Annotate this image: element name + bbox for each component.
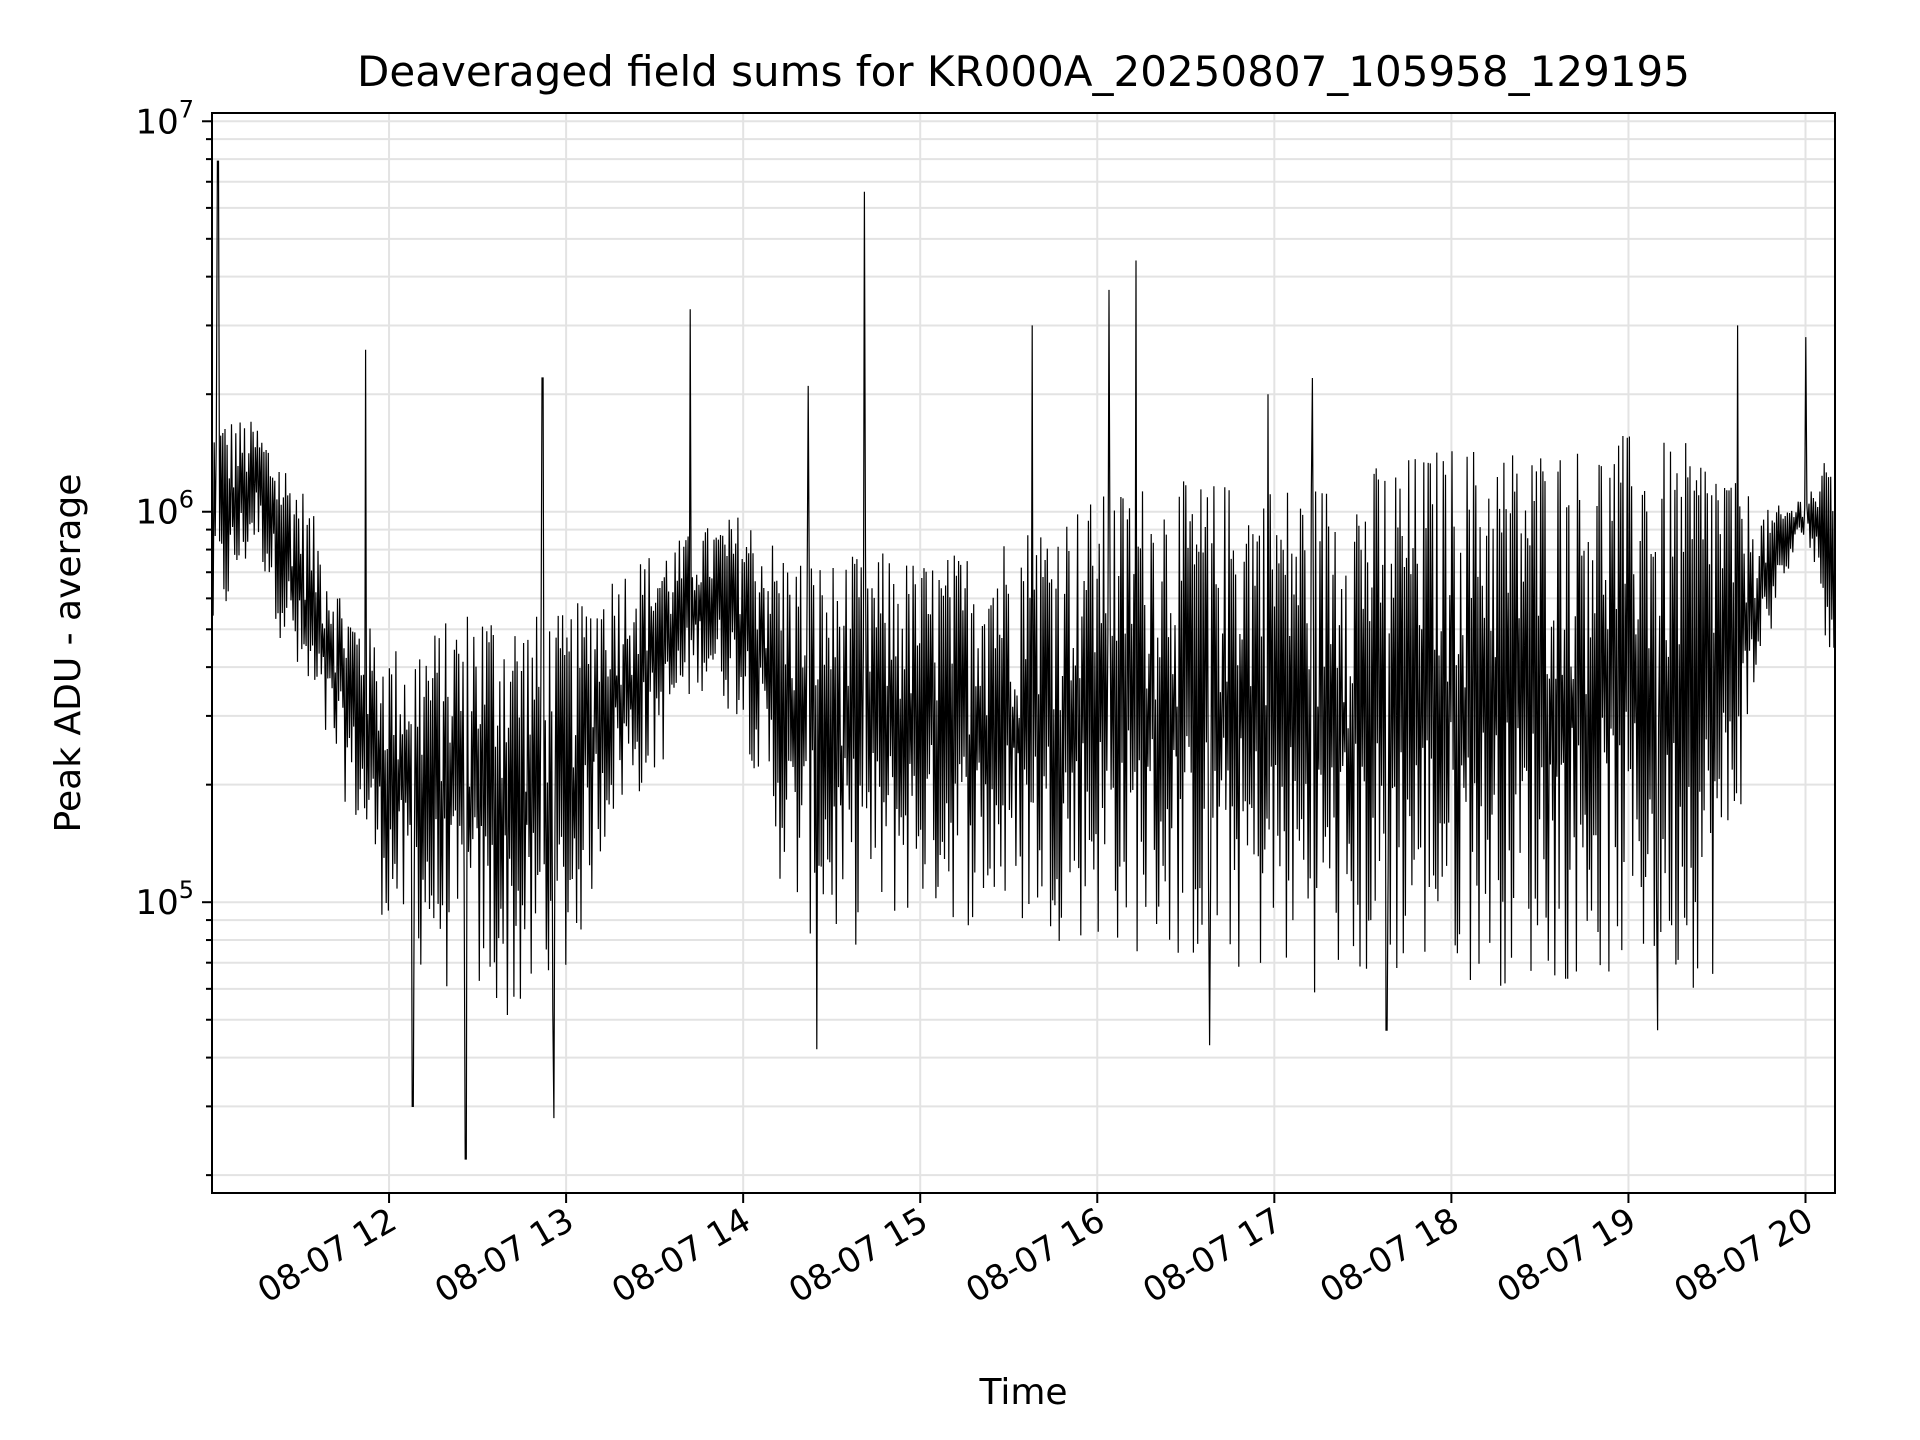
y-axis-label: Peak ADU - average xyxy=(48,474,89,833)
plot-frame xyxy=(211,112,1836,1194)
plot-line xyxy=(211,160,1836,1160)
series-line xyxy=(211,160,1836,1160)
chart-title: Deaveraged field sums for KR000A_2025080… xyxy=(357,47,1690,96)
y-tick-label: 107 xyxy=(135,95,194,142)
x-axis-label: Time xyxy=(978,1372,1067,1413)
y-tick-label: 105 xyxy=(135,876,194,923)
y-tick-label: 106 xyxy=(135,486,194,533)
y-axis-ticks: 105 106 107 xyxy=(135,95,212,1177)
